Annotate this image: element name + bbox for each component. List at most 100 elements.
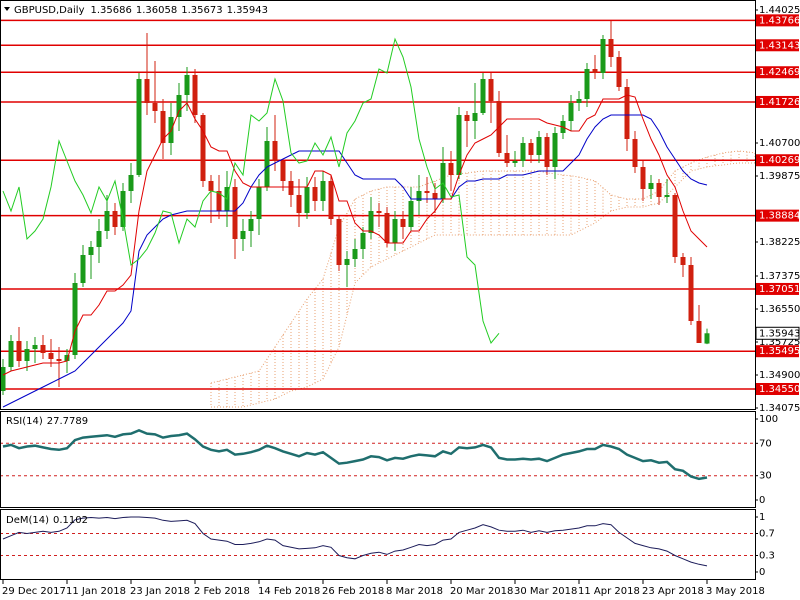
cloud-span-a bbox=[210, 150, 755, 384]
candle-body bbox=[216, 191, 222, 211]
candle-body bbox=[40, 345, 46, 353]
candle-body bbox=[144, 79, 150, 103]
candle-body bbox=[128, 175, 134, 191]
candle-body bbox=[176, 95, 182, 117]
y-tick-label: 1 bbox=[759, 512, 765, 523]
candle-body bbox=[664, 195, 670, 197]
candle-body bbox=[368, 211, 374, 233]
candle-body bbox=[104, 211, 110, 231]
candle-body bbox=[240, 231, 246, 239]
level-price-label: 1.43766 bbox=[759, 15, 800, 26]
candle-body bbox=[248, 219, 254, 231]
candle-body bbox=[568, 103, 574, 121]
candle-body bbox=[472, 113, 478, 121]
candle-body bbox=[296, 195, 302, 213]
rsi-header: RSI(14) 27.7789 bbox=[6, 416, 88, 427]
candle-body bbox=[56, 359, 62, 361]
candle-body bbox=[8, 341, 14, 367]
candle-body bbox=[80, 255, 86, 283]
candle-body bbox=[184, 75, 190, 95]
current-price-label: 1.35943 bbox=[759, 328, 800, 339]
level-price-box bbox=[756, 209, 799, 222]
level-price-box bbox=[756, 282, 799, 295]
candle-body bbox=[544, 137, 550, 167]
candle-body bbox=[648, 183, 654, 189]
candle-body bbox=[624, 87, 630, 139]
x-tick-label: 8 Mar 2018 bbox=[386, 586, 443, 597]
level-price-box bbox=[756, 383, 799, 395]
candle-body bbox=[160, 111, 166, 143]
candle-body bbox=[336, 219, 342, 265]
symbol-menu-icon[interactable] bbox=[4, 7, 10, 11]
open-value: 1.35686 bbox=[91, 5, 132, 16]
candle-body bbox=[408, 201, 414, 227]
candle-body bbox=[16, 341, 22, 361]
y-tick-label: 1.35725 bbox=[759, 337, 800, 348]
candle-body bbox=[400, 219, 406, 227]
candle-body bbox=[136, 79, 142, 175]
candle-body bbox=[504, 153, 510, 163]
candle-body bbox=[680, 257, 686, 265]
dem-last-value: 0.1102 bbox=[53, 515, 88, 526]
candle-body bbox=[640, 167, 646, 189]
candle-body bbox=[608, 39, 614, 57]
y-tick-label: 70 bbox=[759, 438, 772, 449]
plot-layer bbox=[0, 19, 755, 567]
candle-body bbox=[520, 143, 526, 161]
candle-body bbox=[24, 349, 30, 361]
level-price-label: 1.42469 bbox=[759, 67, 800, 78]
candle-body bbox=[512, 161, 518, 163]
candle-body bbox=[328, 181, 334, 219]
candle-body bbox=[192, 75, 198, 115]
candle-body bbox=[320, 181, 326, 201]
candle-body bbox=[312, 187, 318, 201]
y-tick-label: 30 bbox=[759, 471, 772, 482]
candle-body bbox=[672, 195, 678, 257]
candle-body bbox=[704, 333, 710, 344]
candle-body bbox=[488, 79, 494, 101]
candle-body bbox=[576, 99, 582, 103]
candle-body bbox=[464, 115, 470, 121]
candle-body bbox=[32, 345, 38, 349]
level-price-label: 1.43143 bbox=[759, 40, 800, 51]
candle-body bbox=[376, 211, 382, 213]
candle-body bbox=[352, 249, 358, 259]
level-price-box bbox=[756, 154, 799, 167]
y-tick-label: 1.40700 bbox=[759, 138, 800, 149]
chikou-line bbox=[2, 37, 500, 344]
y-tick-label: 1.34900 bbox=[759, 370, 800, 381]
x-tick-label: 14 Feb 2018 bbox=[258, 586, 320, 597]
level-price-box bbox=[756, 345, 799, 358]
candle-body bbox=[112, 211, 118, 227]
y-tick-label: 1.34075 bbox=[759, 403, 800, 414]
candle-body bbox=[264, 141, 270, 187]
candle-body bbox=[440, 163, 446, 199]
rsi-title: RSI(14) bbox=[6, 416, 43, 427]
level-price-label: 1.38884 bbox=[759, 211, 800, 222]
candle-body bbox=[688, 265, 694, 321]
candle-body bbox=[416, 191, 422, 201]
candle-body bbox=[96, 231, 102, 247]
candle-body bbox=[256, 187, 262, 219]
level-price-label: 1.35495 bbox=[759, 346, 800, 357]
candle-body bbox=[272, 141, 278, 161]
chart-header: GBPUSD,Daily 1.35686 1.36058 1.35673 1.35943 bbox=[14, 5, 268, 16]
candle-body bbox=[536, 137, 542, 155]
dem-header: DeM(14) 0.1102 bbox=[6, 515, 88, 526]
y-tick-label: 1.38225 bbox=[759, 237, 800, 248]
candle-body bbox=[424, 191, 430, 193]
level-price-box bbox=[756, 66, 799, 79]
candle-body bbox=[600, 39, 606, 73]
candle-body bbox=[48, 353, 54, 359]
candle-body bbox=[208, 181, 214, 191]
x-tick-label: 23 Apr 2018 bbox=[642, 586, 704, 597]
rsi-last-value: 27.7789 bbox=[47, 416, 88, 427]
candle-body bbox=[584, 69, 590, 99]
candle-body bbox=[480, 79, 486, 113]
candle-body bbox=[152, 103, 158, 111]
x-tick-label: 11 Jan 2018 bbox=[66, 586, 126, 597]
candle-body bbox=[304, 187, 310, 213]
